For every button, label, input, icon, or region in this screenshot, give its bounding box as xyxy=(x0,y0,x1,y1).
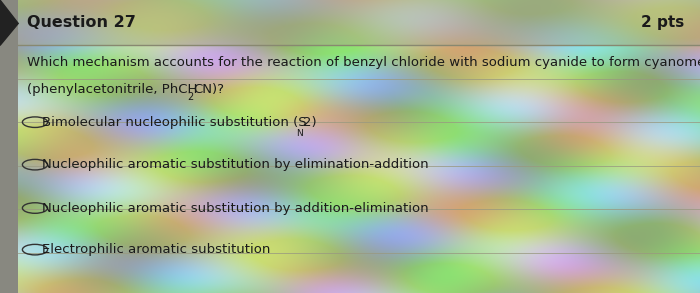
Text: (phenylacetonitrile, PhCH: (phenylacetonitrile, PhCH xyxy=(27,83,197,96)
Bar xyxy=(0,0,18,293)
Polygon shape xyxy=(0,0,18,45)
Text: Nucleophilic aromatic substitution by addition-elimination: Nucleophilic aromatic substitution by ad… xyxy=(42,202,428,214)
Text: 2 pts: 2 pts xyxy=(641,15,685,30)
Text: Bimolecular nucleophilic substitution (S: Bimolecular nucleophilic substitution (S xyxy=(42,116,307,129)
Text: 2): 2) xyxy=(303,116,316,129)
Text: Nucleophilic aromatic substitution by elimination-addition: Nucleophilic aromatic substitution by el… xyxy=(42,158,428,171)
Text: N: N xyxy=(296,129,303,138)
Text: CN)?: CN)? xyxy=(193,83,224,96)
Text: 2: 2 xyxy=(188,92,194,102)
Text: Electrophilic aromatic substitution: Electrophilic aromatic substitution xyxy=(42,243,270,256)
Bar xyxy=(18,0,700,45)
Text: Which mechanism accounts for the reaction of benzyl chloride with sodium cyanide: Which mechanism accounts for the reactio… xyxy=(27,57,700,69)
Text: Question 27: Question 27 xyxy=(27,15,136,30)
